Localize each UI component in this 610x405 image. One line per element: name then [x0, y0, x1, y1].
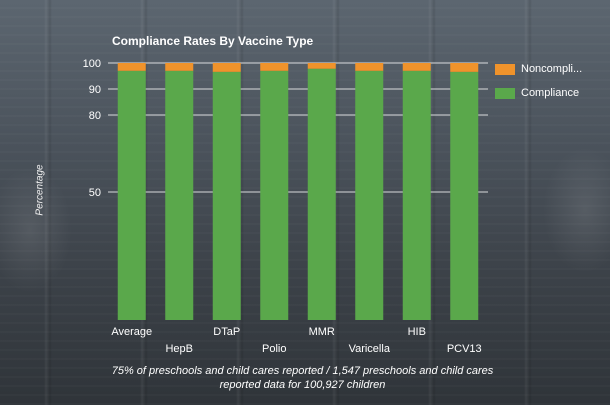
legend-swatch-compliance	[495, 87, 515, 99]
y-tick-label-90: 90	[89, 84, 101, 96]
y-tick-label-80: 80	[89, 110, 101, 122]
bar-compliance-pcv13[interactable]	[450, 71, 479, 320]
x-tick-label-hepb: HepB	[165, 343, 193, 355]
y-tick-label-50: 50	[89, 187, 101, 199]
x-tick-label-dtap: DTaP	[213, 326, 240, 338]
bar-compliance-dtap[interactable]	[212, 71, 241, 320]
legend-swatch-noncompliance	[495, 63, 515, 75]
bar-compliance-average[interactable]	[117, 70, 146, 320]
bar-noncompliance-polio[interactable]	[260, 63, 289, 71]
chart-caption: 75% of preschools and child cares report…	[111, 365, 494, 391]
bar-compliance-hib[interactable]	[402, 70, 431, 320]
legend-label-compliance: Compliance	[521, 87, 580, 99]
bar-noncompliance-pcv13[interactable]	[450, 63, 479, 72]
x-tick-label-average: Average	[111, 326, 152, 338]
legend-label-noncompliance: Noncompli...	[521, 63, 583, 75]
bar-compliance-varicella[interactable]	[355, 70, 384, 320]
y-tick-label-100: 100	[83, 58, 101, 70]
x-tick-label-mmr: MMR	[309, 326, 335, 338]
bar-noncompliance-average[interactable]	[117, 63, 146, 71]
legend-item-noncompliance[interactable]: Noncompli...	[495, 62, 582, 76]
x-tick-label-varicella: Varicella	[349, 343, 391, 355]
x-tick-label-hib: HIB	[408, 326, 426, 338]
chart-title: Compliance Rates By Vaccine Type	[112, 34, 314, 48]
bar-noncompliance-dtap[interactable]	[212, 63, 241, 72]
bar-compliance-mmr[interactable]	[307, 68, 336, 320]
legend: Noncompli... Compliance	[495, 62, 582, 110]
bar-compliance-hepb[interactable]	[165, 70, 194, 320]
x-tick-label-polio: Polio	[262, 343, 286, 355]
bar-noncompliance-hib[interactable]	[402, 63, 431, 71]
bar-noncompliance-hepb[interactable]	[165, 63, 194, 71]
bar-noncompliance-varicella[interactable]	[355, 63, 384, 71]
x-tick-label-pcv13: PCV13	[447, 343, 482, 355]
bar-compliance-polio[interactable]	[260, 70, 289, 320]
bar-noncompliance-mmr[interactable]	[307, 63, 336, 69]
legend-item-compliance[interactable]: Compliance	[495, 86, 582, 100]
